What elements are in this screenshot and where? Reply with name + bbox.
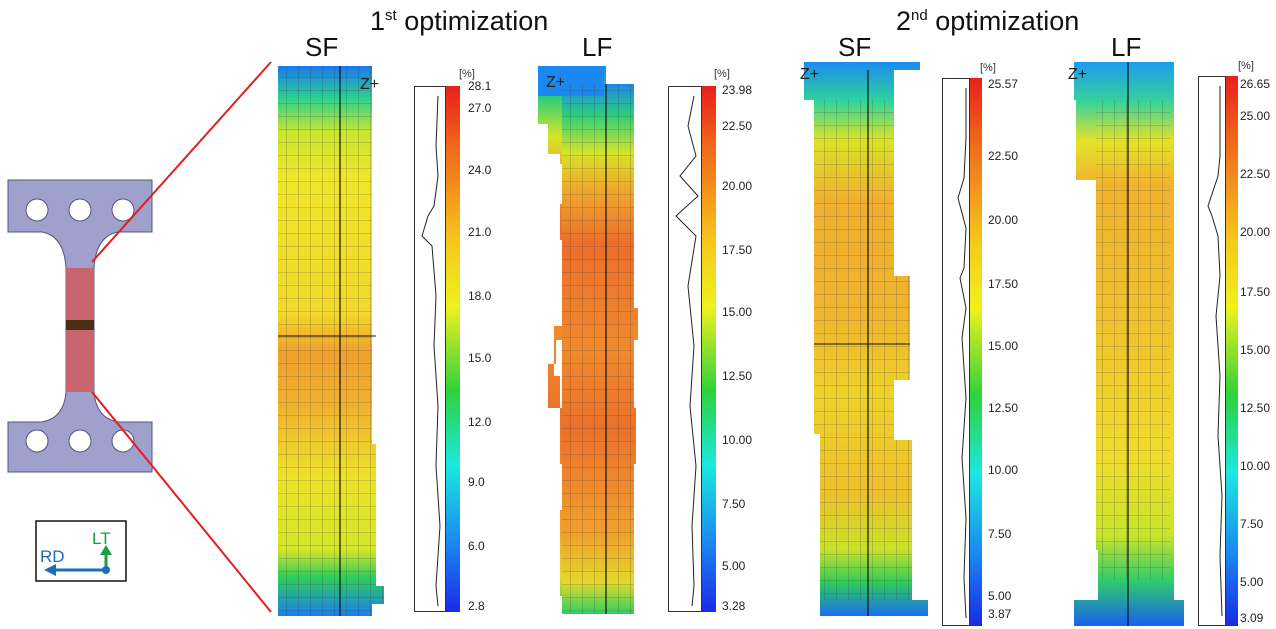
tick-label: 22.50 [1240, 167, 1271, 181]
tick-label: 18.0 [468, 289, 492, 303]
tick-label: 5.00 [988, 589, 1012, 603]
tick-label: 17.50 [988, 277, 1019, 291]
z-axis-label: Z+ [800, 66, 820, 83]
line-profile-2 [668, 86, 702, 612]
colorbar-3 [970, 78, 982, 626]
colorbar-ticks: 28.1 27.0 24.0 21.0 18.0 15.0 12.0 9.0 6… [468, 79, 508, 613]
tick-label: 10.00 [988, 463, 1019, 477]
colorbar-ticks: 25.57 22.50 20.00 17.50 15.00 12.50 10.0… [988, 77, 1032, 626]
colorbar-ticks: 26.65 25.00 22.50 20.00 17.50 15.00 12.5… [1240, 76, 1276, 626]
strain-field-lf-2 [1074, 62, 1184, 626]
heading-rest: optimization [396, 6, 549, 36]
tick-label: 5.00 [722, 559, 746, 573]
tick-label: 20.00 [988, 213, 1019, 227]
tick-label: 25.00 [1240, 109, 1271, 123]
heading-sup: st [385, 7, 397, 24]
strain-field-sf-1 [278, 66, 384, 616]
panel-title-sf-1: SF [305, 32, 339, 62]
hole [111, 198, 135, 222]
tick-label: 3.09 [1240, 611, 1264, 625]
tick-label: 25.57 [988, 77, 1019, 91]
panel-title-lf-2: LF [1111, 32, 1142, 62]
tick-label: 15.0 [468, 351, 492, 365]
tick-label: 5.00 [1240, 575, 1264, 589]
unit-label: [%] [1238, 60, 1254, 72]
tick-label: 22.50 [988, 149, 1019, 163]
tick-label: 7.50 [1240, 517, 1264, 531]
specimen-schematic: RD LT [7, 61, 272, 613]
tick-label: 3.28 [722, 599, 746, 613]
heading-second-optimization: 2nd optimization [896, 6, 1079, 37]
heading-base: 2 [896, 6, 912, 36]
unit-label: [%] [459, 68, 475, 80]
colorbar-1 [446, 86, 460, 612]
unit-label: [%] [980, 62, 996, 74]
line-profile-1 [414, 86, 446, 612]
unit-label: [%] [714, 68, 730, 80]
origin-dot [102, 566, 110, 574]
tick-label: 21.0 [468, 225, 492, 239]
hole [25, 429, 49, 453]
z-axis-label: Z+ [360, 76, 380, 93]
strain-field-sf-2 [804, 62, 928, 616]
tick-label: 27.0 [468, 101, 492, 115]
tick-label: 23.98 [722, 83, 753, 97]
panel-title-lf-1: LF [582, 32, 613, 62]
heading-rest: optimization [927, 6, 1080, 36]
hole [68, 198, 92, 222]
z-axis-label: Z+ [1068, 66, 1088, 83]
hole [68, 429, 92, 453]
tick-label: 12.50 [722, 369, 753, 383]
tick-label: 24.0 [468, 163, 492, 177]
tick-label: 12.0 [468, 415, 492, 429]
tick-label: 12.50 [988, 401, 1019, 415]
colorbar-4 [1226, 76, 1238, 626]
tick-label: 10.00 [1240, 459, 1271, 473]
tick-label: 12.50 [1240, 401, 1271, 415]
lt-label: LT [92, 529, 111, 548]
tick-label: 3.87 [988, 607, 1012, 621]
lt-arrowhead [100, 545, 112, 555]
line-profile-3 [942, 78, 970, 626]
line-profile-4 [1198, 76, 1226, 626]
tick-label: 7.50 [722, 497, 746, 511]
rd-label: RD [40, 547, 65, 566]
tick-label: 22.50 [722, 119, 753, 133]
zoom-line-bottom [91, 391, 272, 613]
tick-label: 28.1 [468, 79, 492, 93]
strain-field-lf-1 [538, 66, 638, 614]
z-axis-label: Z+ [546, 74, 566, 91]
tick-label: 9.0 [468, 475, 485, 489]
notch-marker [66, 320, 94, 330]
tick-label: 6.0 [468, 539, 485, 553]
tick-label: 17.50 [1240, 285, 1271, 299]
panel-title-sf-2: SF [838, 32, 872, 62]
colorbar-2 [702, 86, 716, 612]
tick-label: 7.50 [988, 527, 1012, 541]
heading-first-optimization: 1st optimization [370, 6, 548, 37]
tick-label: 17.50 [722, 243, 753, 257]
heading-base: 1 [370, 6, 386, 36]
tick-label: 15.00 [1240, 343, 1271, 357]
rd-arrowhead [44, 564, 56, 576]
heading-sup: nd [911, 7, 928, 24]
hole [25, 198, 49, 222]
tick-label: 26.65 [1240, 77, 1271, 91]
tick-label: 20.00 [1240, 225, 1271, 239]
tick-label: 15.00 [988, 339, 1019, 353]
zoom-line-top [91, 61, 272, 263]
tick-label: 20.00 [722, 179, 753, 193]
colorbar-ticks: 23.98 22.50 20.00 17.50 15.00 12.50 10.0… [722, 83, 766, 613]
tick-label: 10.00 [722, 433, 753, 447]
tick-label: 15.00 [722, 305, 753, 319]
tick-label: 2.8 [468, 599, 485, 613]
